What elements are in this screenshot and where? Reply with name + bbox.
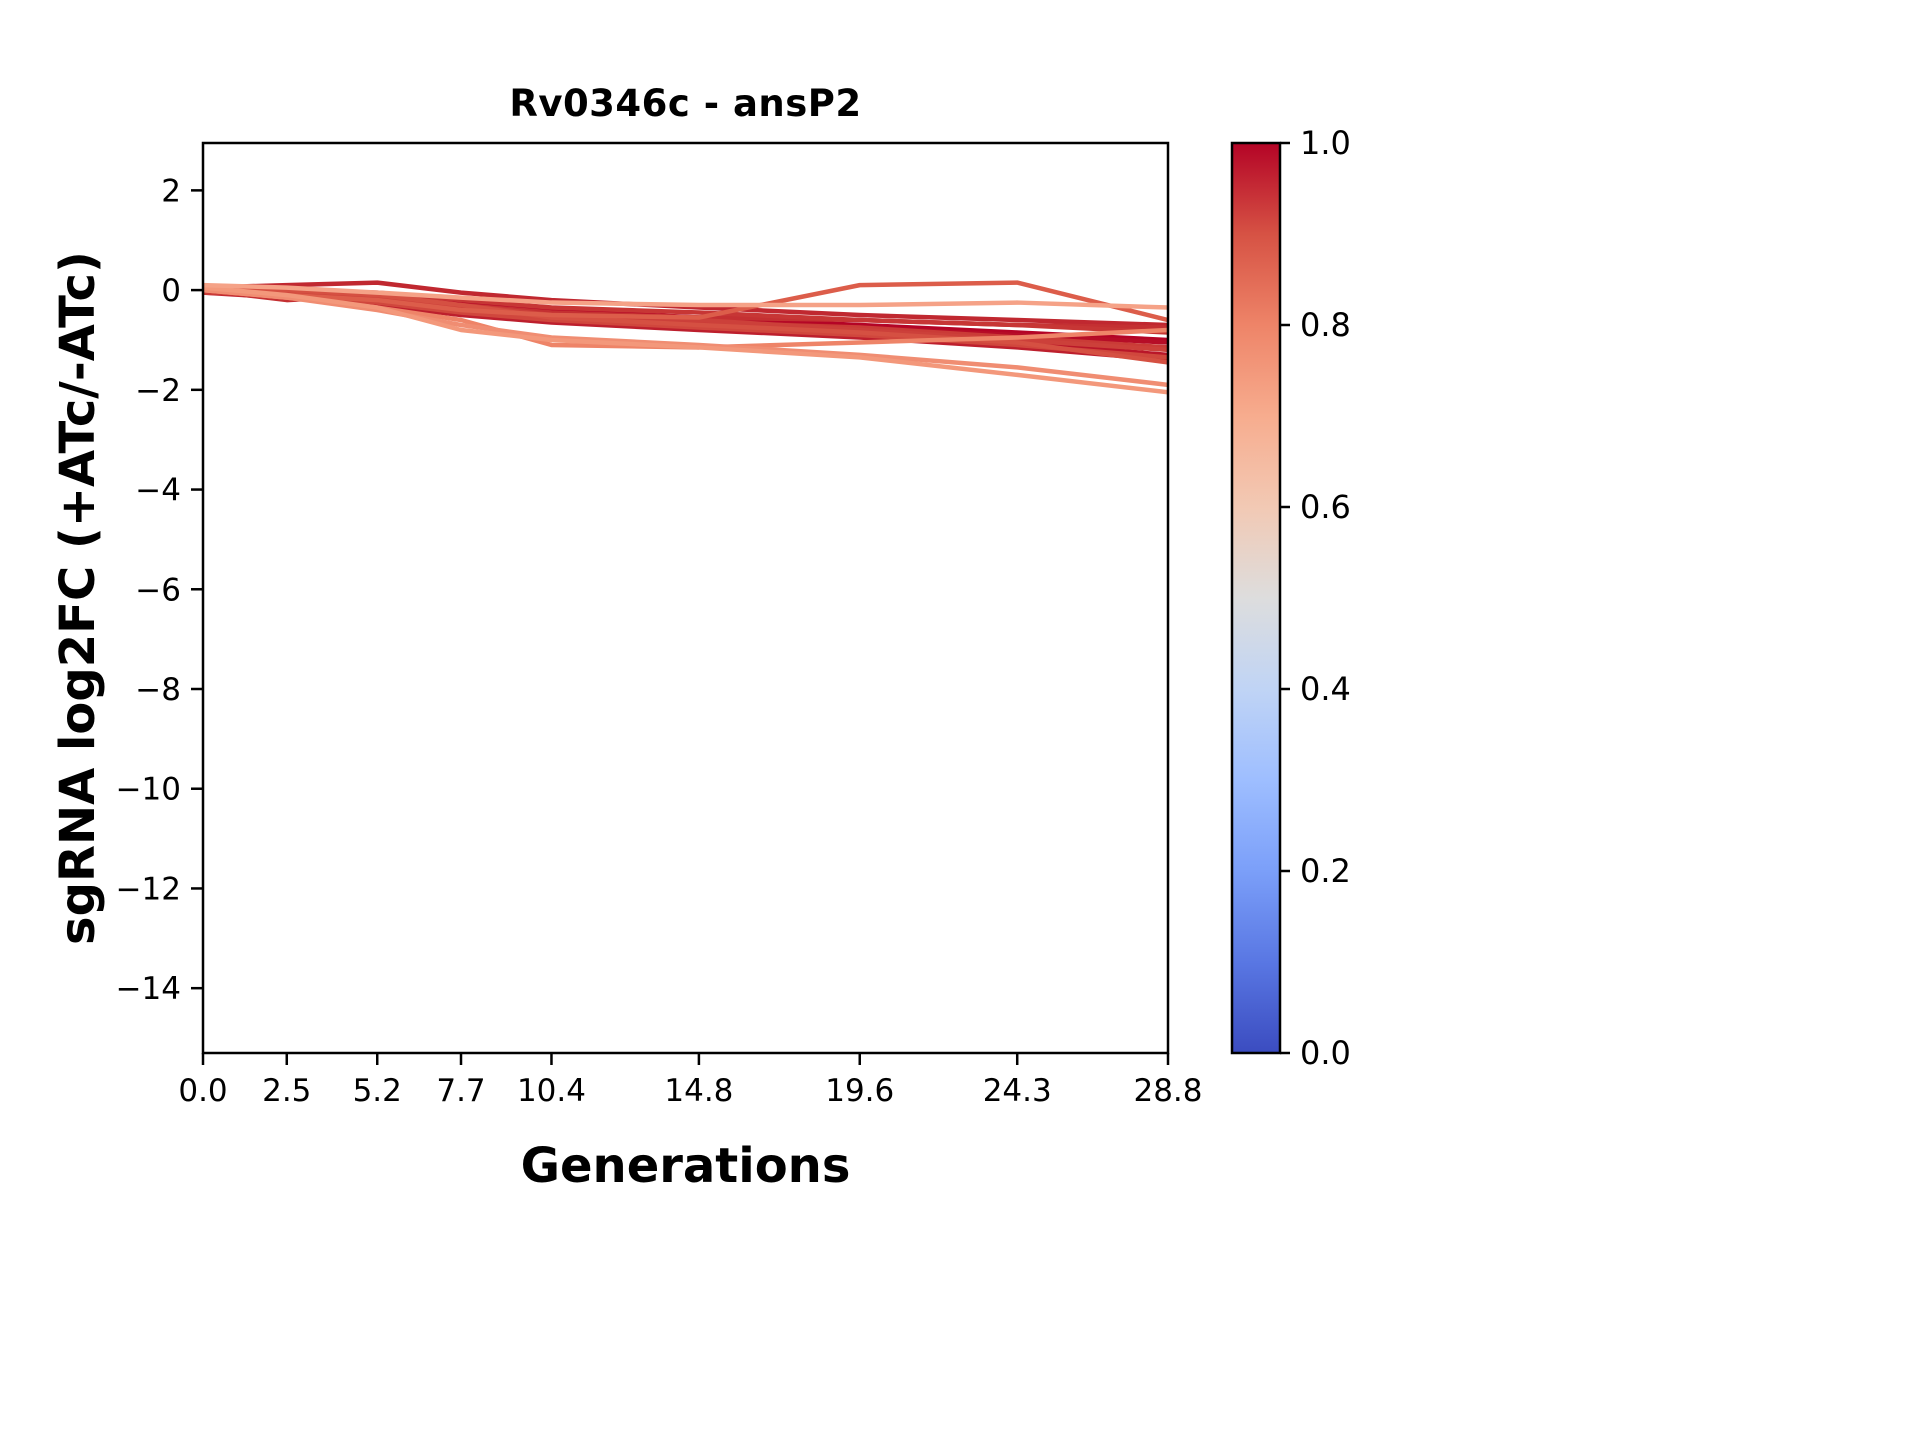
x-tick-label: 2.5 (262, 1073, 311, 1109)
sgrna-line (203, 287, 1168, 388)
colorbar-tick-label: 1.0 (1300, 124, 1351, 162)
y-tick-label: −8 (135, 672, 181, 708)
y-tick-label: 2 (161, 173, 181, 209)
y-tick-label: 0 (161, 273, 181, 309)
x-tick-label: 14.8 (664, 1073, 733, 1109)
y-tick-label: −14 (116, 971, 181, 1007)
x-tick-label: 7.7 (436, 1073, 485, 1109)
plot-border (201, 141, 1170, 1055)
x-tick-label: 28.8 (1133, 1073, 1202, 1109)
y-tick-label: −10 (116, 772, 181, 808)
sgrna-line (203, 280, 1168, 328)
y-tick-label: −4 (135, 473, 181, 509)
colorbar-tick-label: 0.2 (1300, 852, 1351, 890)
sgrna-line (203, 282, 1168, 310)
colorbar-tick-label: 0.8 (1300, 306, 1351, 344)
sgrna-line (203, 280, 1168, 323)
y-axis-label: sgRNA log2FC (+ATc/-ATc) (50, 251, 106, 945)
y-tick-label: −6 (135, 572, 181, 608)
chart-title: Rv0346c - ansP2 (509, 82, 862, 125)
colorbar-border (1230, 141, 1282, 1055)
x-tick-label: 5.2 (353, 1073, 402, 1109)
colorbar-tick-label: 0.6 (1300, 488, 1351, 526)
sgrna-line (203, 285, 1168, 395)
y-tick-label: −2 (135, 373, 181, 409)
y-tick-label: −12 (116, 871, 181, 907)
x-tick-label: 0.0 (178, 1073, 227, 1109)
x-tick-label: 10.4 (517, 1073, 586, 1109)
x-tick-label: 19.6 (825, 1073, 894, 1109)
x-tick-label: 24.3 (983, 1073, 1052, 1109)
colorbar (1232, 143, 1280, 1053)
series-group (203, 280, 1168, 395)
colorbar-tick-label: 0.4 (1300, 670, 1351, 708)
colorbar-tick-label: 0.0 (1300, 1034, 1351, 1072)
x-axis-label: Generations (520, 1138, 851, 1194)
